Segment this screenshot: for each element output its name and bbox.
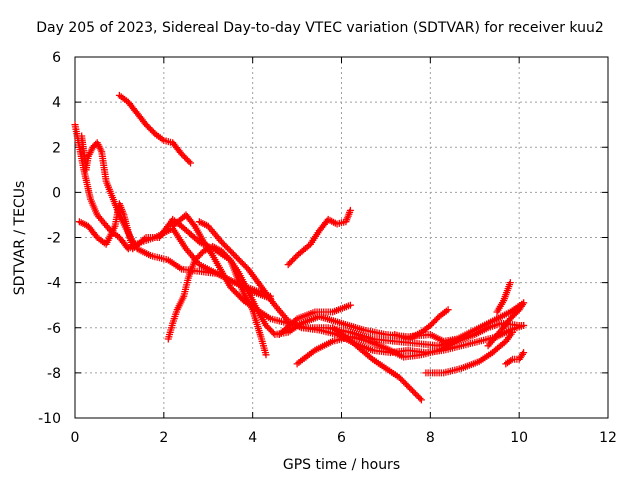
y-tick-label: -2 <box>47 231 61 247</box>
series-s14 <box>484 299 528 350</box>
x-tick-label: 8 <box>426 430 435 446</box>
y-tick-label: 6 <box>52 50 61 66</box>
y-tick-label: 0 <box>52 185 61 201</box>
series-s9 <box>284 206 354 269</box>
series-s6 <box>169 211 528 350</box>
series-markers <box>275 301 354 338</box>
series-markers <box>502 349 528 368</box>
series-s12 <box>391 306 452 343</box>
y-tick-label: 4 <box>52 95 61 111</box>
series-markers <box>329 324 425 404</box>
series-s15 <box>493 279 514 316</box>
series-s13 <box>422 328 516 377</box>
y-tick-label: -10 <box>38 411 61 427</box>
y-tick-label: 2 <box>52 140 61 156</box>
x-tick-label: 12 <box>599 430 617 446</box>
y-tick-label: -6 <box>47 321 61 337</box>
x-tick-label: 4 <box>248 430 257 446</box>
x-axis-label: GPS time / hours <box>282 457 401 473</box>
data-layer <box>71 91 528 404</box>
series-markers <box>284 206 354 269</box>
x-tick-label: 0 <box>71 430 80 446</box>
y-tick-label: -4 <box>47 276 61 292</box>
x-tick-label: 2 <box>159 430 168 446</box>
series-s4 <box>78 132 274 302</box>
x-tick-label: 6 <box>337 430 346 446</box>
tick-layer: 0 2 4 6 8 10 12 -10 -8 -6 -4 -2 0 2 4 6 <box>38 50 617 446</box>
y-tick-label: -8 <box>47 366 61 382</box>
series-s1 <box>115 91 194 167</box>
series-s10 <box>275 301 354 338</box>
series-s11 <box>329 324 425 404</box>
series-markers <box>484 299 528 350</box>
series-markers <box>422 328 516 377</box>
series-s16 <box>502 349 528 368</box>
series-markers <box>493 279 514 316</box>
x-tick-label: 10 <box>510 430 528 446</box>
series-markers <box>169 211 528 350</box>
series-markers <box>115 91 194 167</box>
series-markers <box>391 306 452 343</box>
chart-title: Day 205 of 2023, Sidereal Day-to-day VTE… <box>36 20 604 36</box>
series-markers <box>78 132 274 302</box>
